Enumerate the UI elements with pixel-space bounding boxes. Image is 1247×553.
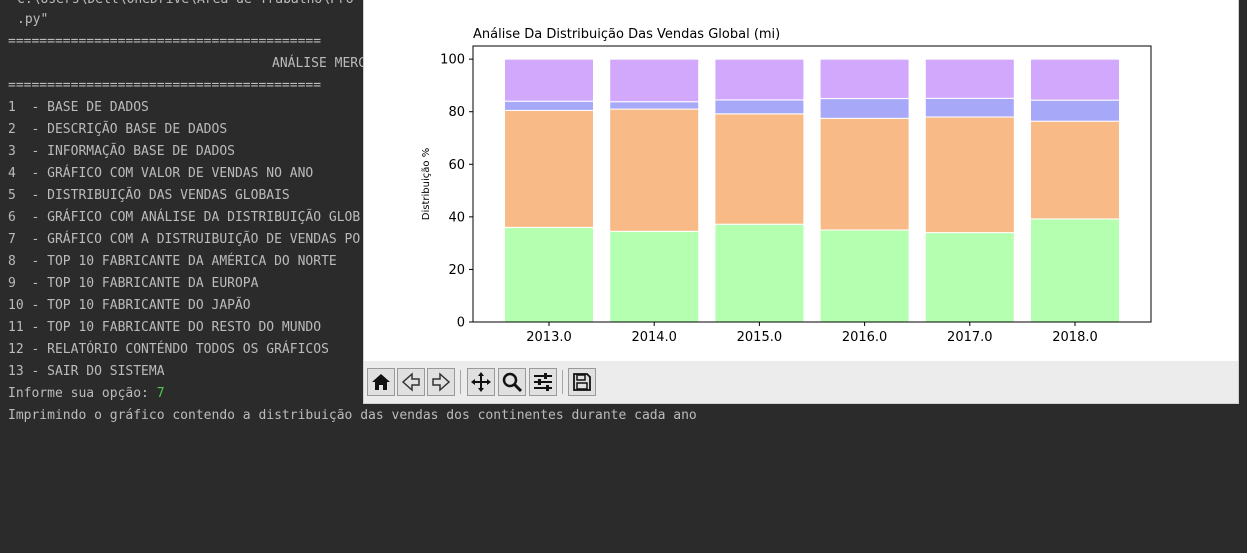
bar-segment bbox=[609, 230, 700, 323]
menu-title: ANÁLISE MERC bbox=[272, 56, 366, 71]
back-arrow-icon bbox=[401, 372, 420, 392]
zoom-button[interactable] bbox=[498, 368, 526, 396]
bar-segment bbox=[609, 58, 700, 103]
pan-button[interactable] bbox=[467, 368, 495, 396]
configure-subplots-button[interactable] bbox=[529, 368, 557, 396]
configure-subplots-icon bbox=[534, 373, 552, 391]
bar-segment bbox=[924, 116, 1015, 234]
chart-canvas: Análise Da Distribuição Das Vendas Globa… bbox=[421, 27, 1152, 345]
save-button[interactable] bbox=[568, 368, 596, 396]
menu-item: 3 - INFORMAÇÃO BASE DE DADOS bbox=[8, 144, 235, 159]
menu-item: 4 - GRÁFICO COM VALOR DE VENDAS NO ANO bbox=[8, 166, 314, 181]
y-tick-label: 20 bbox=[448, 263, 465, 278]
bar-segment bbox=[924, 232, 1015, 323]
bar-segment bbox=[1030, 58, 1120, 101]
bar-segment bbox=[504, 100, 594, 111]
bar-segment bbox=[924, 97, 1015, 118]
zoom-icon bbox=[502, 372, 523, 393]
bar-segment bbox=[504, 226, 594, 323]
plot-window[interactable]: Análise Da Distribuição Das Vendas Globa… bbox=[364, 0, 1238, 403]
home-icon bbox=[372, 374, 390, 390]
menu-item: 7 - GRÁFICO COM A DISTRUIBUIÇÃO DE VENDA… bbox=[8, 232, 361, 247]
chart-title: Análise Da Distribuição Das Vendas Globa… bbox=[473, 27, 780, 42]
menu-item: 1 - BASE DE DADOS bbox=[8, 100, 149, 115]
bar-segment bbox=[714, 58, 805, 101]
y-tick-label: 80 bbox=[448, 105, 465, 120]
x-tick-label: 2018.0 bbox=[1052, 330, 1098, 345]
back-button[interactable] bbox=[397, 368, 425, 396]
menu-item: 9 - TOP 10 FABRICANTE DA EUROPA bbox=[8, 276, 259, 291]
pan-icon bbox=[471, 372, 491, 392]
y-tick-label: 100 bbox=[440, 53, 465, 68]
prompt-input-value[interactable]: 7 bbox=[156, 386, 165, 401]
bar-segment bbox=[819, 117, 910, 231]
bar-segment bbox=[714, 113, 805, 225]
option-prompt[interactable]: Informe sua opção: 7 bbox=[8, 383, 165, 405]
y-tick-label: 0 bbox=[457, 316, 465, 331]
y-tick-label: 40 bbox=[448, 210, 465, 225]
forward-button[interactable] bbox=[427, 368, 455, 396]
menu-item: 2 - DESCRIÇÃO BASE DE DADOS bbox=[8, 122, 228, 137]
forward-arrow-icon bbox=[432, 372, 451, 392]
bar-segment bbox=[1030, 99, 1120, 122]
menu-item: 8 - TOP 10 FABRICANTE DA AMÉRICA DO NORT… bbox=[8, 254, 337, 269]
save-icon bbox=[573, 373, 591, 391]
toolbar-separator bbox=[460, 370, 461, 394]
bar-segment bbox=[1030, 218, 1120, 323]
bar-segment bbox=[609, 101, 700, 110]
home-button[interactable] bbox=[367, 368, 395, 396]
y-axis-label: Distribuição % bbox=[421, 148, 432, 220]
menu-item: 13 - SAIR DO SISTEMA bbox=[8, 364, 165, 379]
y-tick-label: 60 bbox=[448, 158, 465, 173]
x-tick-label: 2015.0 bbox=[737, 330, 783, 345]
x-tick-label: 2013.0 bbox=[526, 330, 572, 345]
script-path-continuation: .py" bbox=[17, 12, 49, 27]
bar-segment bbox=[504, 58, 594, 102]
separator-line-top: ======================================== bbox=[8, 34, 322, 49]
bar-segment bbox=[924, 58, 1015, 99]
x-tick-label: 2014.0 bbox=[631, 330, 677, 345]
bar-segment bbox=[609, 108, 700, 232]
bar-segment bbox=[819, 58, 910, 100]
menu-item: 10 - TOP 10 FABRICANTE DO JAPÃO bbox=[8, 298, 251, 313]
bar-segment bbox=[1030, 120, 1120, 220]
navigation-toolbar bbox=[364, 361, 1238, 403]
status-message: Imprimindo o gráfico contendo a distribu… bbox=[8, 408, 697, 423]
axes-frame bbox=[472, 45, 1152, 323]
bar-segment bbox=[819, 98, 910, 119]
bar-segment bbox=[714, 223, 805, 323]
prompt-label: Informe sua opção: bbox=[8, 386, 157, 401]
menu-item: 5 - DISTRIBUIÇÃO DAS VENDAS GLOBAIS bbox=[8, 188, 290, 203]
separator-line-bottom: ======================================== bbox=[8, 78, 322, 93]
x-tick-label: 2016.0 bbox=[842, 330, 888, 345]
axes-layer: 0 20 40 60 80 100 2013.0 2014.0 2015.0 2016.0 2017… bbox=[440, 45, 1152, 345]
menu-item: 11 - TOP 10 FABRICANTE DO RESTO DO MUNDO bbox=[8, 320, 322, 335]
menu-item: 6 - GRÁFICO COM ANÁLISE DA DISTRIBUIÇÃO … bbox=[8, 210, 361, 225]
script-path-line: C:\Users\Dell\OneDrive\Área de Trabalho\… bbox=[17, 0, 354, 11]
bar-segment bbox=[714, 99, 805, 115]
bar-segment bbox=[504, 109, 594, 228]
x-tick-label: 2017.0 bbox=[947, 330, 993, 345]
toolbar-separator bbox=[562, 370, 563, 394]
bars-layer bbox=[504, 58, 1120, 323]
bar-segment bbox=[819, 229, 910, 323]
menu-item: 12 - RELATÓRIO CONTÉNDO TODOS OS GRÁFICO… bbox=[8, 342, 329, 357]
